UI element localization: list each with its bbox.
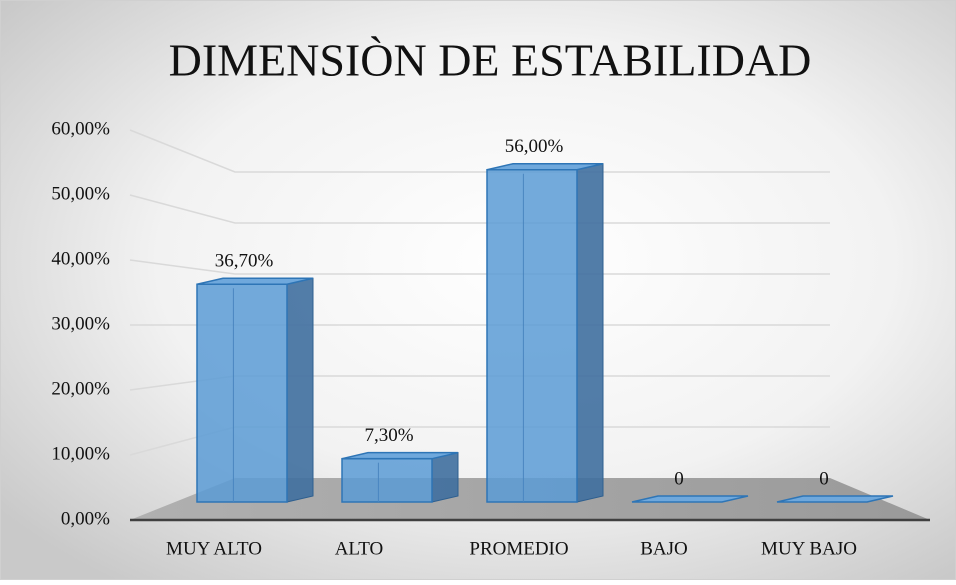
x-tick-label: ALTO — [335, 538, 384, 559]
bar — [776, 495, 894, 503]
bar-top — [631, 495, 749, 503]
bar-side — [286, 277, 314, 503]
value-label: 0 — [819, 468, 829, 489]
y-tick-label: 0,00% — [61, 508, 110, 529]
y-tick-label: 30,00% — [51, 313, 110, 334]
y-tick-label: 60,00% — [51, 118, 110, 139]
bar-front — [196, 283, 288, 503]
bar — [196, 277, 314, 503]
bar-top — [486, 162, 604, 171]
bar — [631, 495, 749, 503]
x-tick-label: PROMEDIO — [469, 538, 568, 559]
x-tick-label: BAJO — [640, 538, 688, 559]
value-label: 56,00% — [505, 136, 564, 157]
bar-side — [431, 452, 459, 503]
x-tick-label: MUY ALTO — [166, 538, 262, 559]
y-tick-label: 10,00% — [51, 443, 110, 464]
grid-line — [129, 129, 830, 173]
grid-line — [129, 194, 830, 224]
grid-line — [129, 259, 830, 275]
chart-title: DIMENSIÒN DE ESTABILIDAD — [169, 35, 812, 86]
value-label: 0 — [674, 468, 684, 489]
y-tick-label: 40,00% — [51, 248, 110, 269]
y-tick-label: 50,00% — [51, 183, 110, 204]
bar-top — [196, 277, 314, 285]
bar-top — [341, 451, 459, 460]
x-tick-label: MUY BAJO — [761, 538, 857, 559]
bar-top — [776, 495, 894, 503]
bar-side — [576, 163, 604, 503]
bar — [341, 451, 459, 503]
bar-front — [486, 168, 578, 503]
value-label: 7,30% — [364, 425, 413, 446]
bar-front — [341, 457, 433, 503]
y-tick-label: 20,00% — [51, 378, 110, 399]
bar — [486, 162, 604, 503]
value-label: 36,70% — [215, 251, 274, 272]
